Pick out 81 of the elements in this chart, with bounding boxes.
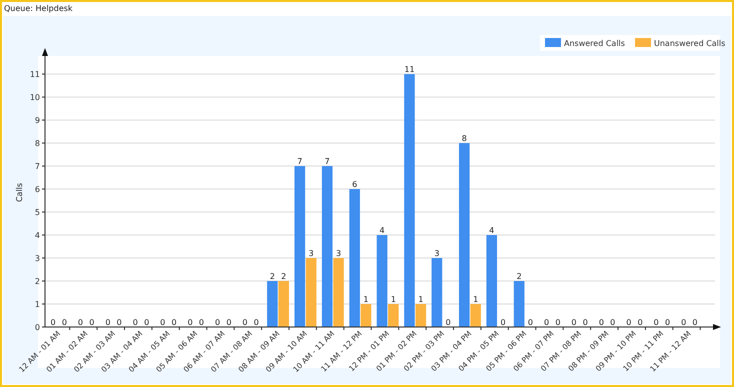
- data-label: 6: [352, 180, 358, 190]
- data-label: 0: [160, 318, 166, 327]
- bar: [486, 235, 498, 327]
- legend-label: Unanswered Calls: [654, 39, 726, 48]
- data-label: 0: [62, 318, 67, 327]
- data-label: 0: [242, 318, 248, 327]
- y-tick-label: 8: [34, 139, 40, 148]
- data-label: 0: [226, 318, 232, 327]
- y-tick-label: 1: [34, 300, 40, 310]
- data-label: 8: [462, 134, 467, 144]
- data-label: 0: [198, 318, 204, 327]
- data-label: 0: [654, 318, 659, 327]
- data-label: 0: [446, 318, 451, 327]
- data-label: 7: [297, 157, 302, 166]
- data-label: 0: [89, 318, 94, 327]
- bar: [388, 304, 399, 327]
- data-label: 0: [215, 318, 220, 327]
- data-label: 0: [664, 318, 670, 327]
- bar: [470, 304, 481, 327]
- data-label: 0: [544, 318, 550, 327]
- data-label: 1: [418, 295, 424, 304]
- y-tick-label: 5: [34, 208, 40, 218]
- y-axis-title: Calls: [15, 182, 24, 202]
- bar: [432, 258, 442, 327]
- bar: [294, 166, 306, 327]
- data-label: 0: [116, 318, 122, 327]
- bar: [514, 281, 524, 327]
- bar: [458, 143, 470, 327]
- data-label: 0: [78, 318, 84, 327]
- bar: [278, 281, 290, 327]
- data-label: 0: [681, 318, 686, 327]
- y-tick-label: 0: [34, 323, 40, 332]
- data-label: 0: [500, 318, 506, 327]
- bar: [376, 235, 388, 327]
- bar: [306, 258, 316, 327]
- data-label: 4: [489, 226, 494, 236]
- data-label: 2: [516, 272, 522, 282]
- y-tick-label: 4: [34, 231, 40, 240]
- bar: [333, 258, 344, 327]
- data-label: 3: [336, 249, 342, 258]
- y-tick-label: 6: [34, 185, 40, 194]
- data-label: 0: [555, 318, 560, 327]
- data-label: 0: [571, 318, 577, 327]
- data-label: 1: [363, 295, 368, 304]
- data-label: 0: [692, 318, 698, 327]
- data-label: 0: [638, 318, 643, 327]
- data-label: 0: [188, 318, 193, 327]
- data-label: 0: [582, 318, 588, 327]
- y-tick-label: 11: [30, 70, 40, 80]
- bar: [415, 304, 426, 327]
- data-label: 7: [324, 157, 330, 166]
- y-tick-label: 2: [34, 277, 40, 286]
- y-tick-label: 9: [34, 116, 40, 126]
- data-label: 2: [281, 272, 286, 282]
- data-label: 0: [626, 318, 632, 327]
- data-label: 1: [473, 295, 478, 304]
- bar: [322, 166, 333, 327]
- data-label: 1: [390, 295, 396, 304]
- legend-label: Answered Calls: [564, 39, 625, 48]
- data-label: 0: [254, 318, 259, 327]
- data-label: 0: [171, 318, 177, 327]
- bar: [404, 74, 415, 327]
- bar: [349, 189, 360, 327]
- y-tick-label: 7: [34, 162, 40, 172]
- data-label: 2: [270, 272, 275, 282]
- data-label: 0: [528, 318, 533, 327]
- data-label: 0: [610, 318, 616, 327]
- y-tick-label: 3: [34, 254, 40, 264]
- data-label: 3: [434, 249, 440, 258]
- data-label: 0: [144, 318, 150, 327]
- data-label: 0: [50, 318, 56, 327]
- data-label: 0: [132, 318, 138, 327]
- data-label: 3: [308, 249, 314, 258]
- data-label: 0: [105, 318, 110, 327]
- data-label: 11: [404, 65, 415, 74]
- y-tick-label: 10: [30, 93, 40, 102]
- bar: [360, 304, 372, 327]
- bar: [267, 281, 278, 327]
- data-label: 4: [380, 226, 385, 236]
- chart-title: Queue: Helpdesk: [4, 4, 73, 13]
- data-label: 0: [598, 318, 604, 327]
